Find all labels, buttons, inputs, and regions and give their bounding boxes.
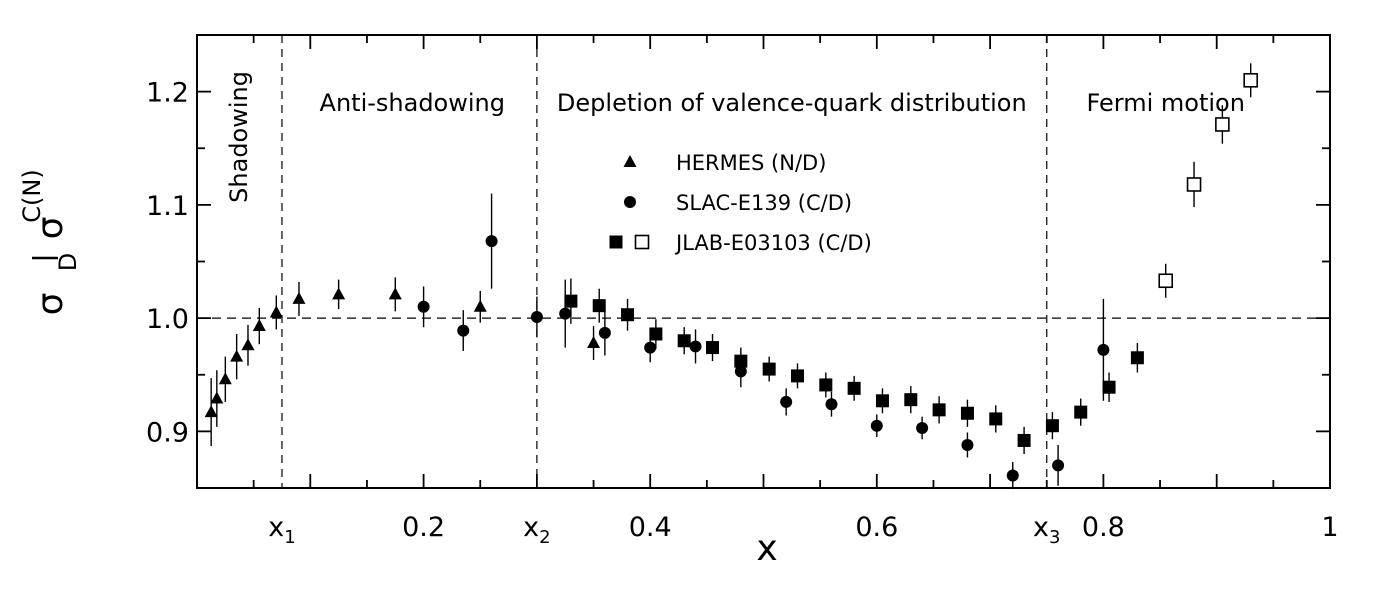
x-axis-title: x [756, 528, 777, 569]
data-point [210, 391, 224, 404]
y-axis-title: σ σ C(N) D [18, 169, 82, 315]
legend-marker-open [634, 234, 650, 250]
legend-label: SLAC-E139 (C/D) [676, 191, 852, 215]
data-point [1045, 419, 1059, 433]
data-point [218, 372, 232, 385]
data-point [790, 369, 804, 383]
data-point [1006, 469, 1019, 482]
y-axis-title-sigma-left: σ [30, 293, 71, 316]
data-point [916, 421, 929, 434]
data-point [989, 412, 1003, 426]
data-point [847, 381, 861, 395]
axes: 0.9 1.0 1.1 1.2 x1 0.2 x2 0.4 0.6 x3 0.8 1 [146, 34, 1339, 548]
x-tick-label: 0.2 [402, 512, 445, 543]
legend-marker [623, 155, 637, 167]
data-point [689, 340, 702, 353]
region-label-4: Fermi motion [1087, 89, 1245, 117]
data-point [292, 291, 306, 304]
data-point [1186, 177, 1202, 192]
data-point [1158, 273, 1174, 289]
data-point [417, 300, 430, 313]
data-point [780, 395, 793, 408]
y-axis-title-sigma-right: σ [30, 217, 71, 240]
region-label-2: Anti-shadowing [320, 89, 505, 117]
data-point [875, 394, 889, 408]
data-point [825, 398, 838, 411]
data-point [1074, 405, 1088, 419]
x-tick-label: 0.8 [1082, 512, 1125, 543]
legend: HERMES (N/D) SLAC-E139 (C/D) JLAB-E03103 (… [609, 151, 872, 255]
data-point [932, 403, 946, 417]
x-tick-label: x2 [523, 512, 550, 548]
x-tick-label: x1 [268, 512, 295, 548]
data-point [706, 341, 720, 355]
y-tick-label: 1.0 [146, 304, 189, 335]
data-point [960, 406, 974, 420]
region-label-1: Shadowing [225, 71, 253, 203]
data-point [598, 326, 611, 339]
legend-label: HERMES (N/D) [676, 151, 826, 175]
data-point [388, 287, 402, 300]
data-point [457, 324, 470, 337]
data-point [473, 299, 487, 312]
data-point [269, 305, 283, 318]
reference-lines [197, 35, 1330, 488]
series-0 [204, 277, 601, 447]
data-point [559, 307, 572, 320]
y-tick-label: 1.2 [146, 78, 189, 109]
data-point [870, 419, 883, 432]
legend-marker [624, 196, 636, 208]
data-point [819, 378, 833, 392]
data-point [1097, 343, 1110, 356]
data-point [1052, 459, 1065, 472]
x-tick-label: 1 [1321, 512, 1338, 543]
data-point [904, 393, 918, 407]
data-point [587, 336, 601, 349]
data-point [1017, 433, 1031, 447]
data-point [644, 341, 657, 354]
y-tick-label: 1.1 [146, 191, 189, 222]
series-3 [1158, 63, 1258, 298]
data-point [252, 319, 266, 332]
data-point [649, 327, 663, 341]
region-labels: Shadowing Anti-shadowing Depletion of vale… [225, 71, 1245, 203]
data-point [530, 310, 543, 323]
x-tick-label: 0.4 [629, 512, 672, 543]
data-point [332, 287, 346, 300]
data-point [621, 308, 635, 322]
data-point [204, 405, 218, 418]
data-point [961, 438, 974, 451]
data-point [1102, 380, 1116, 394]
data-point [762, 362, 776, 376]
data-point [1243, 73, 1258, 88]
data-point [1130, 351, 1144, 365]
legend-label: JLAB-E03103 (C/D) [674, 231, 872, 255]
y-tick-label: 0.9 [146, 417, 189, 448]
data-point [592, 299, 606, 313]
data-point [677, 334, 691, 348]
x-tick-label: 0.6 [855, 512, 898, 543]
data-point [564, 294, 578, 308]
data-point [485, 235, 498, 248]
data-point [241, 338, 255, 351]
data-points [204, 63, 1258, 490]
data-point [230, 349, 244, 362]
y-axis-title-superscript: C(N) [18, 169, 46, 222]
region-label-3: Depletion of valence-quark distribution [557, 89, 1027, 117]
series-2 [564, 278, 1144, 455]
x-tick-label: x3 [1033, 512, 1060, 548]
data-point [1215, 117, 1230, 132]
legend-marker-filled [609, 235, 623, 249]
data-point [734, 354, 748, 368]
y-axis-title-subscript: D [54, 253, 82, 271]
